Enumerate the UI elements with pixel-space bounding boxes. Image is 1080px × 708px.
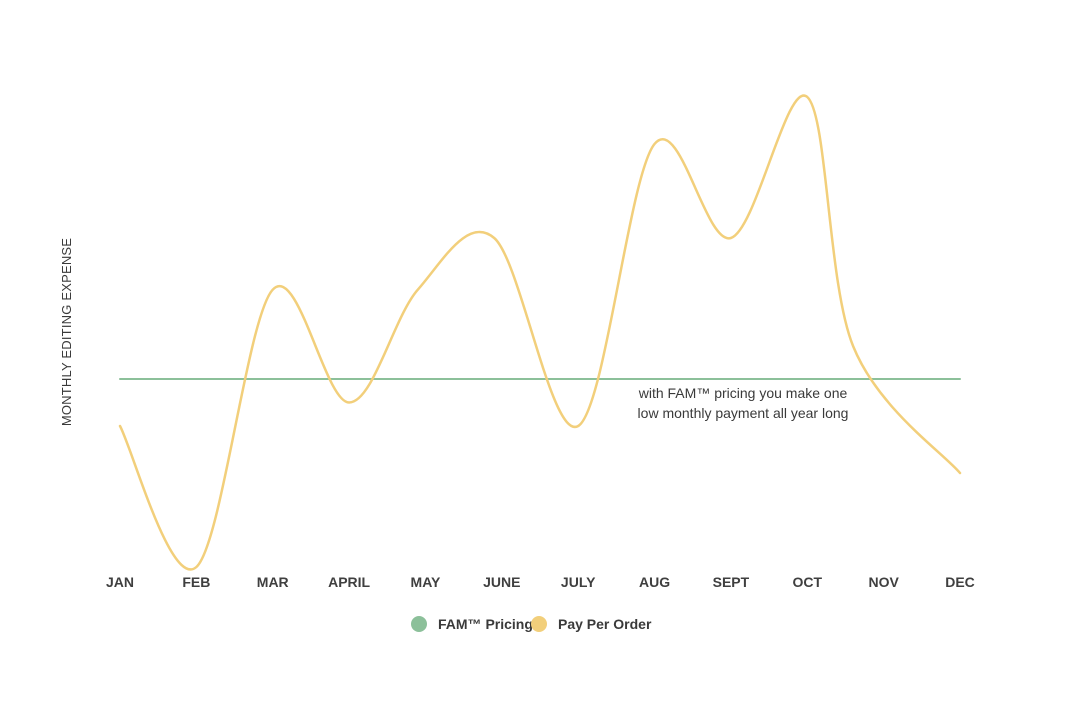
x-tick-sept: SEPT [713, 574, 750, 590]
series-line-pay-per-order [118, 94, 962, 571]
x-tick-dec: DEC [945, 574, 975, 590]
x-tick-oct: OCT [792, 574, 822, 590]
legend-swatch-pay-per-order [531, 616, 547, 632]
x-tick-june: JUNE [483, 574, 520, 590]
legend-label-pay-per-order: Pay Per Order [558, 616, 652, 632]
x-tick-mar: MAR [257, 574, 289, 590]
annotation-line-2: low monthly payment all year long [638, 405, 849, 421]
x-tick-july: JULY [561, 574, 596, 590]
x-tick-jan: JAN [106, 574, 134, 590]
x-tick-nov: NOV [868, 574, 899, 590]
x-tick-april: APRIL [328, 574, 370, 590]
legend-label-fam-pricing: FAM™ Pricing [438, 616, 533, 632]
legend: FAM™ Pricing Pay Per Order [411, 616, 652, 632]
x-axis-tick-labels: JAN FEB MAR APRIL MAY JUNE JULY AUG SEPT OCT NOV DE… [106, 574, 975, 590]
x-tick-may: MAY [411, 574, 441, 590]
x-tick-feb: FEB [182, 574, 210, 590]
annotation: with FAM™ pricing you make one low month… [638, 385, 849, 421]
series-layer [118, 94, 962, 571]
y-axis-label: MONTHLY EDITING EXPENSE [59, 238, 74, 426]
x-tick-aug: AUG [639, 574, 670, 590]
legend-swatch-fam-pricing [411, 616, 427, 632]
annotation-line-1: with FAM™ pricing you make one [638, 385, 848, 401]
